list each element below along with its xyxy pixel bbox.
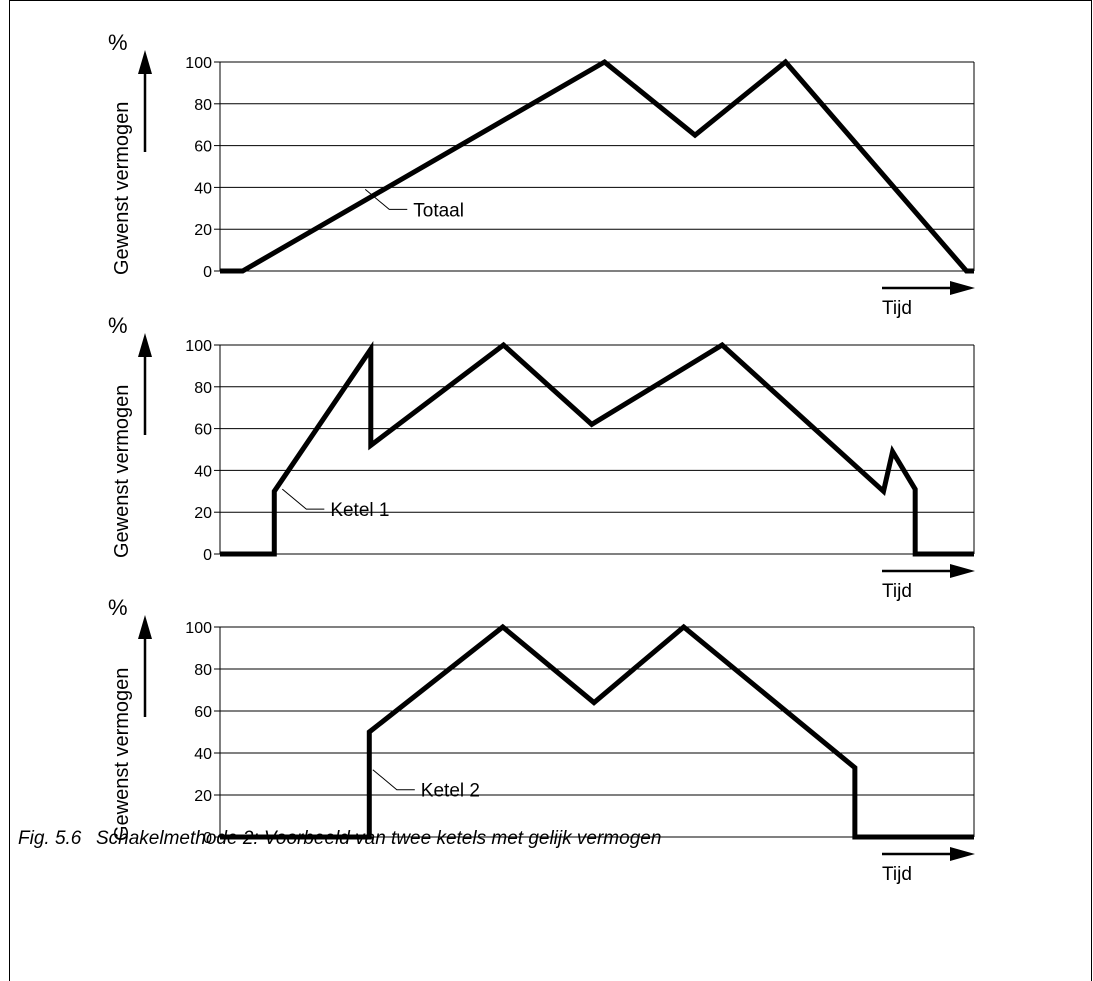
y-tick-label-60: 60	[194, 422, 212, 439]
x-arrow-head	[950, 281, 975, 295]
unit-label: %	[108, 595, 128, 620]
chart-panel-1: 0 20 40 60 80 100% Gewenst vermogen Tijd Totaal	[108, 30, 975, 319]
y-tick-label-0: 0	[203, 264, 212, 281]
annotation-label: Totaal	[413, 200, 464, 221]
annotation-label: Ketel 1	[330, 500, 389, 521]
y-tick-label-60: 60	[194, 704, 212, 721]
y-tick-label-80: 80	[194, 380, 212, 397]
x-arrow-head	[950, 847, 975, 861]
y-tick-label-100: 100	[185, 338, 212, 355]
unit-label: %	[108, 313, 128, 338]
y-tick-label-100: 100	[185, 620, 212, 637]
x-arrow-head	[950, 564, 975, 578]
y-tick-label-40: 40	[194, 180, 212, 197]
figure-caption: Fig. 5.6 Schakelmethode 2: Voorbeeld van …	[18, 828, 661, 850]
y-axis-label: Gewenst vermogen	[111, 385, 133, 558]
annotation-leader	[281, 488, 325, 510]
y-tick-label-80: 80	[194, 662, 212, 679]
x-axis-label: Tijd	[882, 298, 912, 319]
y-tick-label-20: 20	[194, 505, 212, 522]
y-tick-label-40: 40	[194, 463, 212, 480]
x-axis-label: Tijd	[882, 581, 912, 602]
x-axis-label: Tijd	[882, 864, 912, 885]
series-line	[220, 58, 974, 274]
y-axis-label: Gewenst vermogen	[111, 668, 133, 841]
series-line	[220, 341, 974, 557]
y-tick-label-20: 20	[194, 222, 212, 239]
chart-panel-3: 0 20 40 60 80 100% Gewenst vermogen Tijd Ketel 2	[108, 595, 975, 885]
annotation-leader	[372, 769, 415, 791]
y-tick-label-100: 100	[185, 55, 212, 72]
annotation-leader	[364, 189, 408, 210]
y-arrow-head	[138, 50, 152, 74]
y-tick-label-0: 0	[203, 830, 212, 847]
y-tick-label-80: 80	[194, 97, 212, 114]
caption-number: Fig. 5.6	[18, 828, 82, 849]
y-arrow-head	[138, 615, 152, 639]
unit-label: %	[108, 30, 128, 55]
chart-panel-2: 0 20 40 60 80 100% Gewenst vermogen Tijd Ketel 1	[108, 313, 975, 602]
y-tick-label-0: 0	[203, 547, 212, 564]
series-line	[220, 623, 974, 840]
y-arrow-head	[138, 333, 152, 357]
y-tick-label-60: 60	[194, 139, 212, 156]
annotation-label: Ketel 2	[421, 781, 480, 802]
y-tick-label-20: 20	[194, 788, 212, 805]
y-axis-label: Gewenst vermogen	[111, 102, 133, 275]
figure-frame	[9, 0, 1092, 981]
caption-text: Schakelmethode 2: Voorbeeld van twee ket…	[96, 828, 662, 849]
y-tick-label-40: 40	[194, 746, 212, 763]
